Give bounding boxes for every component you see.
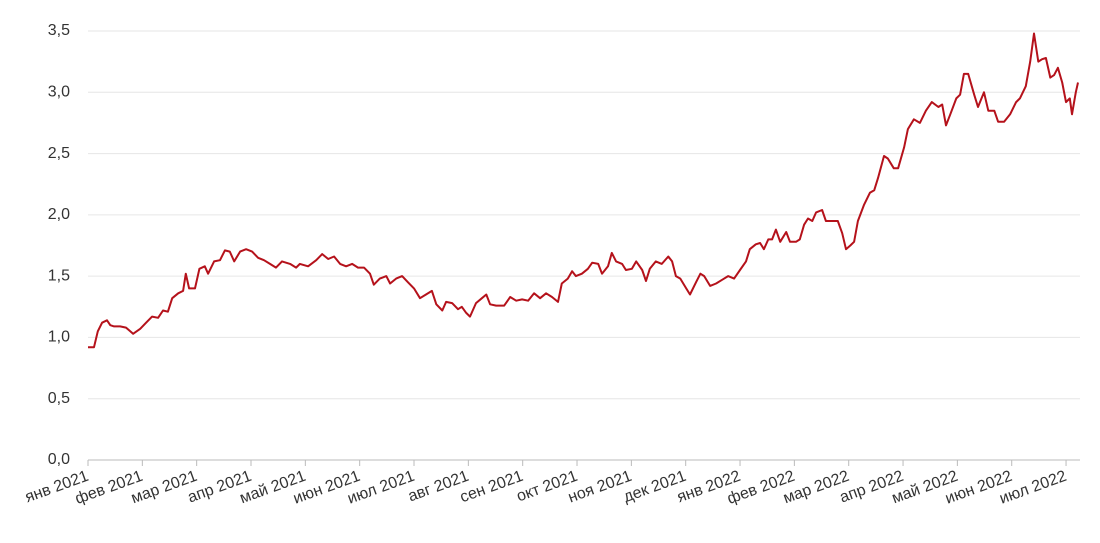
x-tick-label: сен 2021	[458, 468, 526, 507]
y-tick-label: 3,5	[48, 22, 70, 39]
y-tick-label: 2,5	[48, 145, 70, 162]
y-tick-label: 2,0	[48, 206, 70, 223]
y-tick-label: 3,0	[48, 84, 70, 101]
line	[88, 32, 1079, 349]
x-tick-label: ноя 2021	[566, 468, 634, 507]
y-tick-label: 1,5	[48, 267, 70, 284]
y-tick-label: 0,0	[48, 451, 70, 468]
y-tick-label: 0,5	[48, 390, 70, 407]
y-tick-label: 1,0	[48, 329, 70, 346]
